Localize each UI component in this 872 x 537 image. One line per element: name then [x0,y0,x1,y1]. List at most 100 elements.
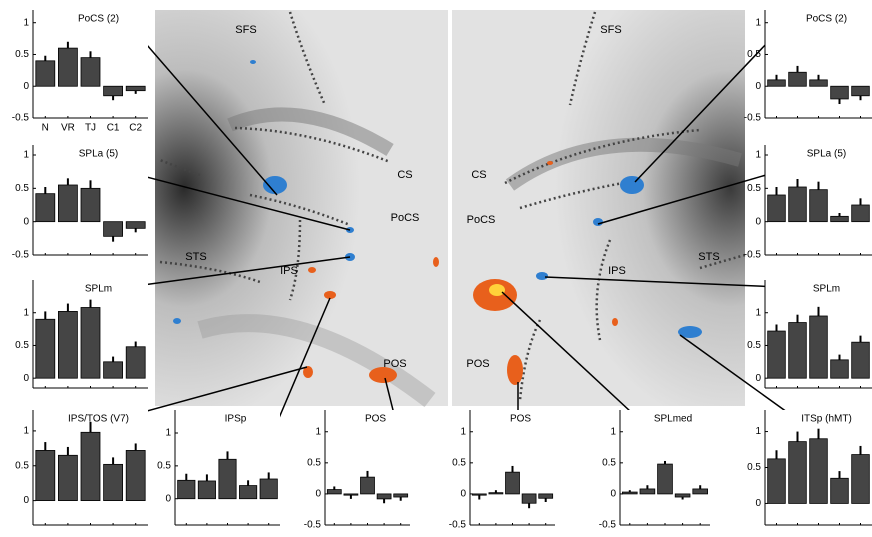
brain-label: PoCS [467,214,496,226]
y-tick-label: 0 [23,373,29,384]
bar [104,362,123,378]
bar [104,86,123,96]
y-tick-label: 1 [755,426,761,437]
y-tick-label: -0.5 [744,250,762,261]
bar [327,490,341,494]
bar [768,459,786,504]
bar [126,450,145,500]
bar [852,86,870,96]
bar [36,194,55,222]
bar [58,455,77,500]
y-tick-label: 0.5 [747,340,761,351]
bar [768,195,786,222]
y-tick-label: 0 [460,489,466,500]
bar [506,472,520,494]
bar [831,478,849,503]
bar [852,342,870,378]
x-tick-label: N [42,123,49,134]
bar [81,432,100,500]
bar [58,185,77,222]
chart-title: SPLm [813,284,840,295]
chart-title: SPLmed [654,414,692,425]
bar [219,459,236,498]
y-tick-label: 0 [165,493,171,504]
bar [831,360,849,378]
x-tick-label: C1 [107,123,120,134]
bar [126,222,145,229]
bar [260,479,277,499]
x-tick-label: VR [61,123,75,134]
bar [810,190,828,222]
bar [81,188,100,221]
bar [36,319,55,378]
x-tick-label: C2 [129,123,142,134]
bar [104,222,123,237]
y-tick-label: 0 [755,81,761,92]
y-tick-label: -0.5 [744,113,762,124]
bar [472,494,486,495]
brain-left [155,10,448,406]
y-tick-label: 1 [23,307,29,318]
bar [81,58,100,87]
brain-label: IPS [608,265,626,277]
y-tick-label: 0 [23,495,29,506]
bar [640,489,655,494]
y-tick-label: 1 [755,17,761,28]
y-tick-label: 0.5 [747,49,761,60]
brain-label: STS [698,251,719,263]
bar [239,486,256,499]
bar [489,493,503,494]
y-tick-label: 0.5 [15,183,29,194]
y-tick-label: 0 [23,216,29,227]
bar [789,442,807,504]
bar [810,316,828,378]
y-tick-label: 1 [315,426,321,437]
y-tick-label: -0.5 [304,520,322,531]
bar [810,80,828,86]
y-tick-label: 0 [23,81,29,92]
bar [768,80,786,86]
chart-bg [765,10,872,118]
bar [658,464,673,494]
brain-label: STS [185,251,206,263]
brain-label: CS [471,169,486,181]
bar [622,492,637,494]
bar [852,205,870,222]
y-tick-label: 1 [755,150,761,161]
x-tick-label: TJ [85,123,96,134]
brain-right [452,10,745,406]
y-tick-label: 0 [755,498,761,509]
bar [693,489,708,494]
brain-label: PoCS [391,212,420,224]
bar [377,494,391,499]
bar [522,494,536,503]
chart-bg [325,410,410,525]
y-tick-label: 1 [23,150,29,161]
y-tick-label: 0.5 [15,460,29,471]
bar [58,311,77,378]
y-tick-label: 0.5 [15,49,29,60]
y-tick-label: 0.5 [15,340,29,351]
bar [675,494,690,497]
bar [789,323,807,379]
brain-label: POS [383,358,406,370]
chart-title: ITSp (hMT) [801,414,852,425]
bar [852,455,870,504]
bar [81,307,100,378]
y-tick-label: 0.5 [452,457,466,468]
bar [789,72,807,86]
y-tick-label: 1 [460,426,466,437]
chart-title: PoCS (2) [78,14,119,25]
y-tick-label: -0.5 [449,520,467,531]
chart-title: SPLa (5) [807,149,846,160]
y-tick-label: 0.5 [602,457,616,468]
brain-label: CS [397,169,412,181]
y-tick-label: 0 [610,489,616,500]
bar [831,86,849,99]
y-tick-label: 1 [610,426,616,437]
bar [831,216,849,221]
brain-label: SFS [235,24,256,36]
chart-title: IPS/TOS (V7) [68,414,129,425]
y-tick-label: 1 [165,428,171,439]
bar [361,477,375,494]
